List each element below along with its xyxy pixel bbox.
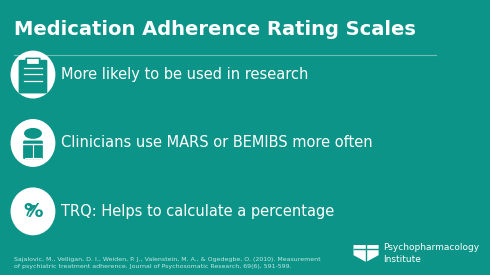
Text: %: % — [23, 202, 43, 221]
Circle shape — [24, 128, 42, 139]
Text: More likely to be used in research: More likely to be used in research — [61, 67, 309, 82]
Text: Medication Adherence Rating Scales: Medication Adherence Rating Scales — [14, 20, 416, 39]
Text: Clinicians use MARS or BEMIBS more often: Clinicians use MARS or BEMIBS more often — [61, 136, 373, 150]
Ellipse shape — [11, 188, 55, 235]
FancyBboxPatch shape — [25, 57, 41, 65]
Ellipse shape — [11, 119, 55, 167]
Text: TRQ: Helps to calculate a percentage: TRQ: Helps to calculate a percentage — [61, 204, 335, 219]
FancyBboxPatch shape — [19, 60, 48, 94]
Polygon shape — [353, 245, 379, 262]
FancyBboxPatch shape — [23, 141, 43, 159]
Ellipse shape — [11, 51, 55, 98]
Text: Sajalovic, M., Velligan, D. I., Weiden, P. J., Valenstein, M. A., & Ogedegbe, O.: Sajalovic, M., Velligan, D. I., Weiden, … — [14, 257, 321, 269]
Text: Psychopharmacology
Institute: Psychopharmacology Institute — [383, 243, 479, 264]
FancyBboxPatch shape — [27, 59, 39, 64]
